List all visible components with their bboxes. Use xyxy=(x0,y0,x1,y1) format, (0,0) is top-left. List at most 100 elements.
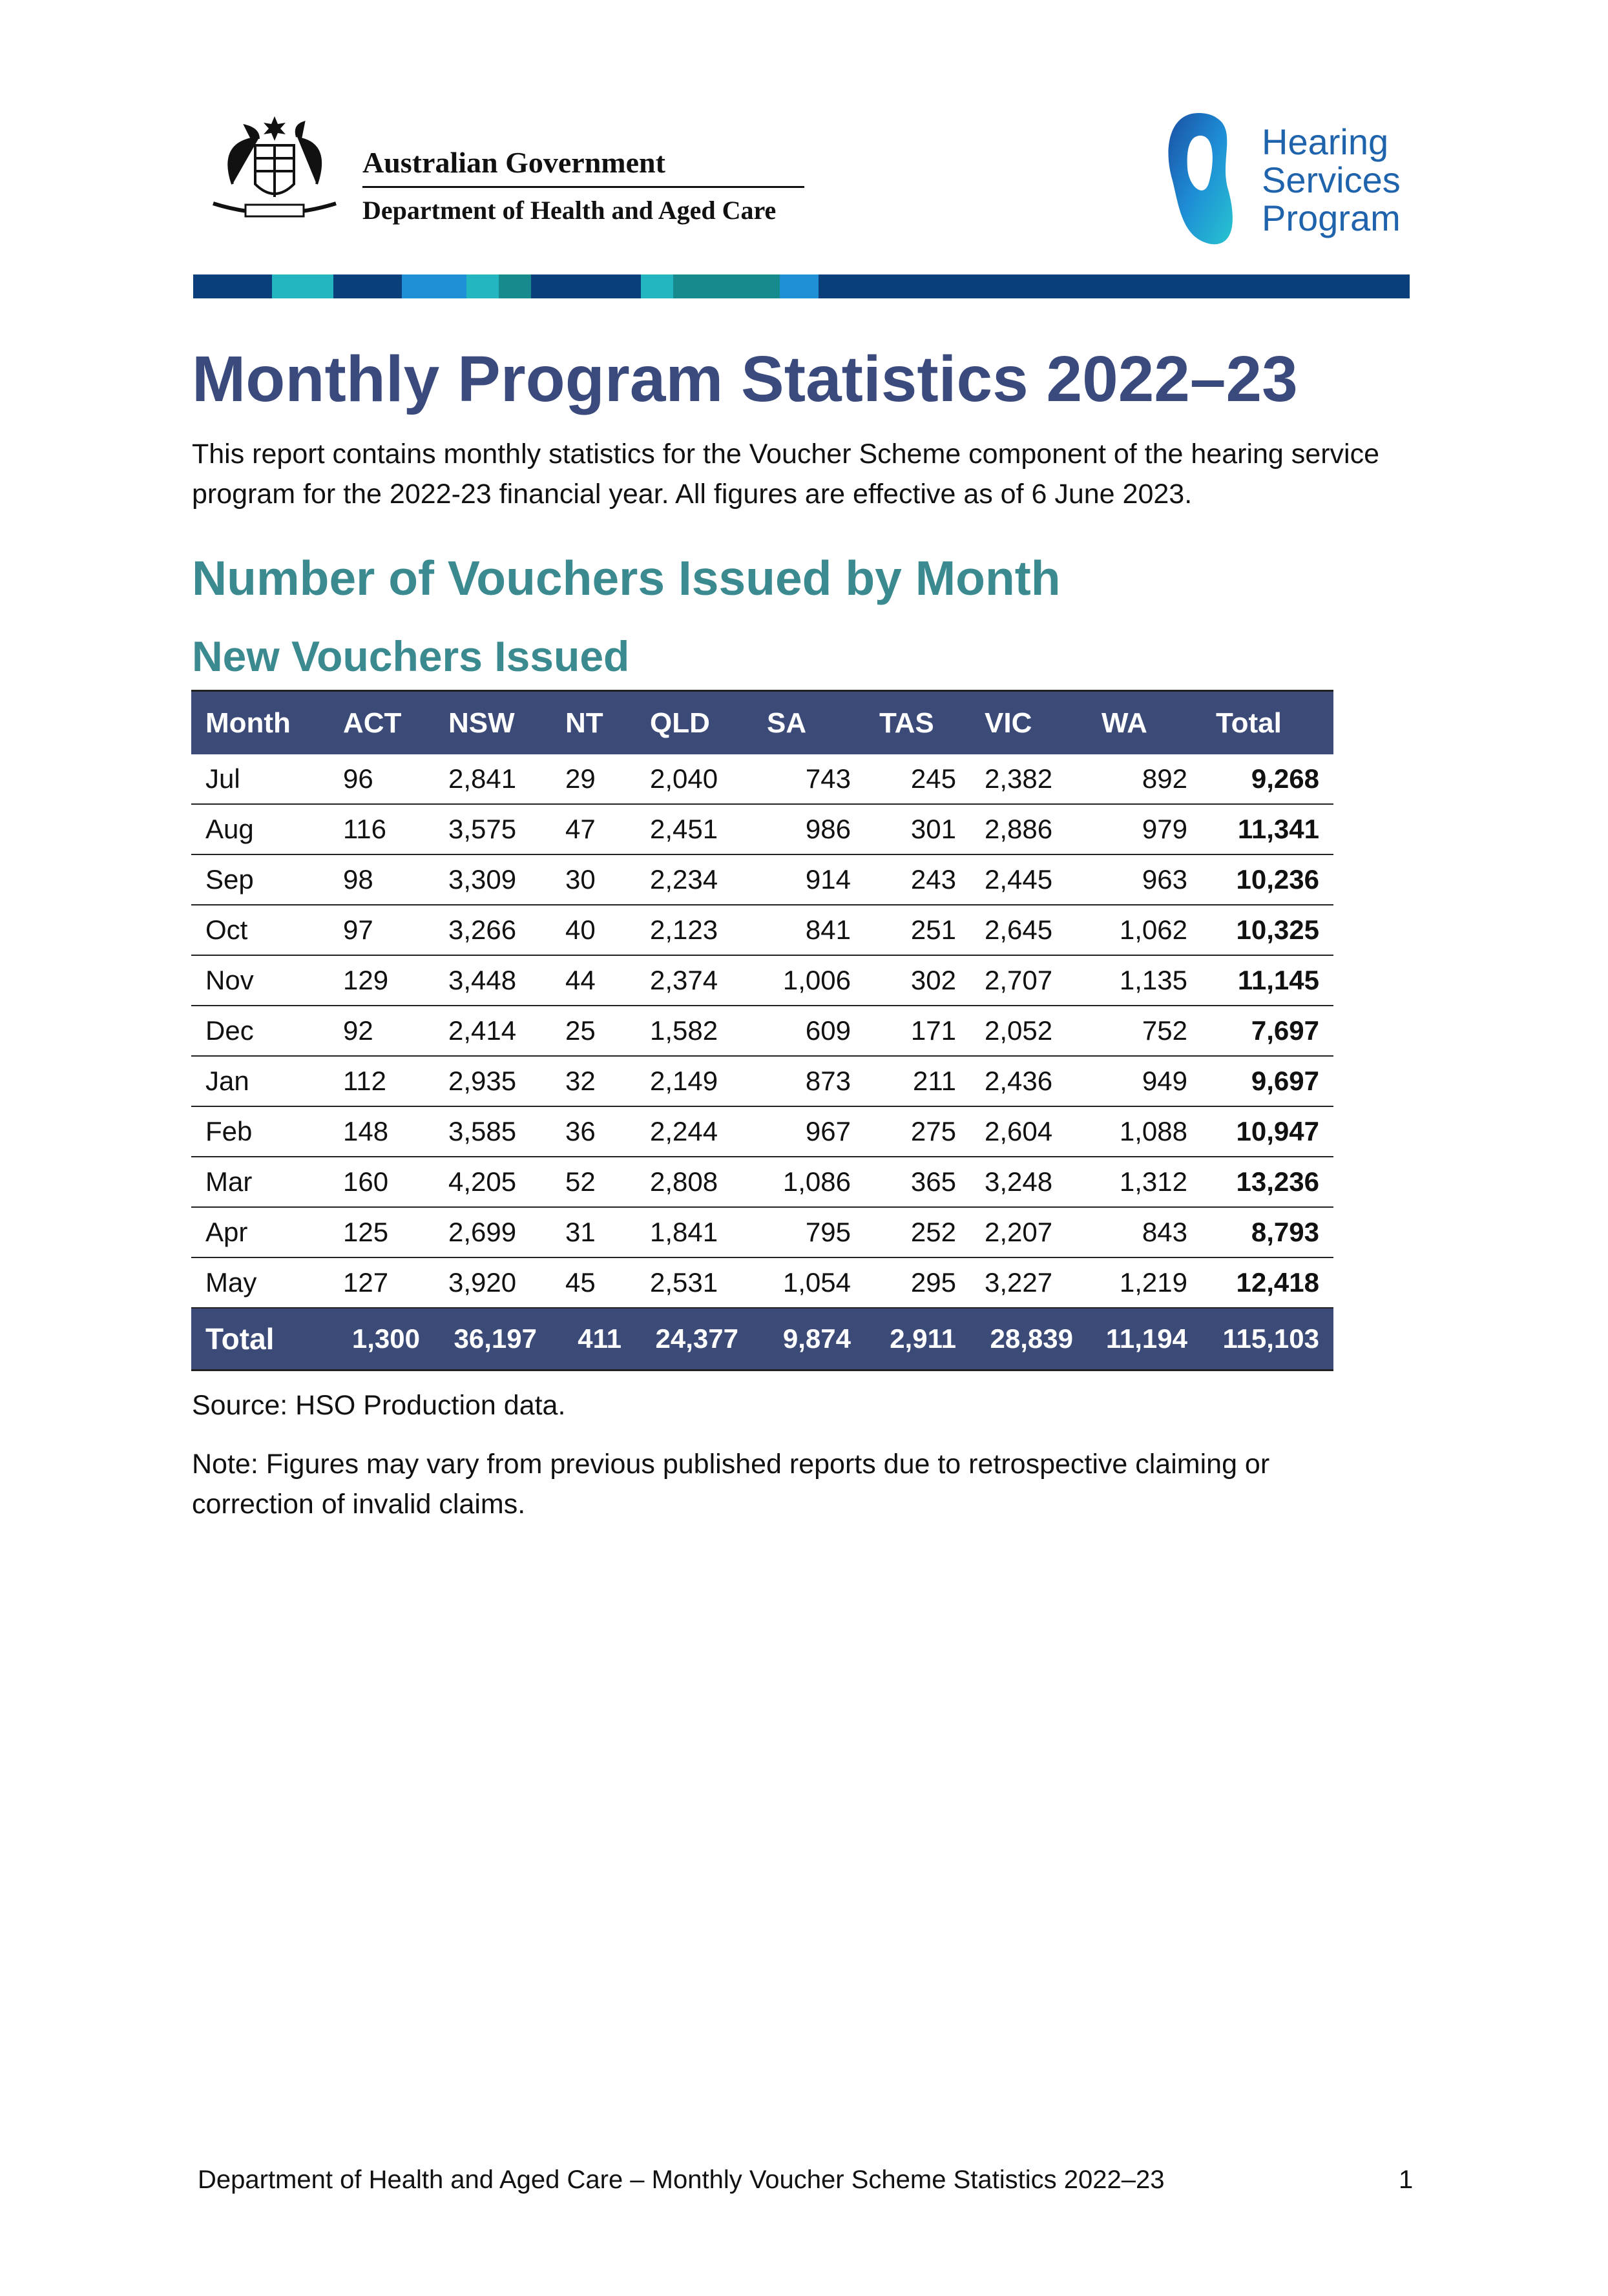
table-cell: 1,312 xyxy=(1087,1157,1202,1208)
hsp-logo-mark xyxy=(1168,113,1233,245)
table-cell: 2,207 xyxy=(970,1207,1087,1258)
table-cell: 1,582 xyxy=(636,1006,753,1057)
table-cell: 10,236 xyxy=(1202,854,1333,905)
table-cell: 2,436 xyxy=(970,1056,1087,1107)
table-cell: 967 xyxy=(753,1106,865,1157)
page-number: 1 xyxy=(1399,2166,1414,2194)
note-text: Note: Figures may vary from previous pub… xyxy=(192,1449,1270,1520)
table-cell: 2,645 xyxy=(970,905,1087,956)
vouchers-table: Month ACT NSW NT QLD SA TAS VIC WA Total Jul 96 2,8… xyxy=(191,690,1333,1371)
table-cell: 7,697 xyxy=(1202,1006,1333,1057)
table-cell: 795 xyxy=(753,1207,865,1258)
table-cell: 47 xyxy=(551,804,636,855)
month-cell: Jan xyxy=(191,1056,329,1107)
table-row: Feb 148 3,585 36 2,244 967 275 2,604 1,088 10,947 xyxy=(191,1106,1333,1157)
table-cell: 2,414 xyxy=(434,1006,551,1057)
table-row: Mar 160 4,205 52 2,808 1,086 365 3,248 1,312 13,2… xyxy=(191,1157,1333,1208)
intro-text: This report contains monthly statistics … xyxy=(192,439,1379,510)
table-cell: 3,575 xyxy=(434,804,551,855)
header-rule xyxy=(362,186,804,188)
table-cell: 29 xyxy=(551,754,636,805)
total-cell: 2,911 xyxy=(865,1308,970,1371)
table-cell: 245 xyxy=(865,754,970,805)
table-cell: 243 xyxy=(865,854,970,905)
table-cell: 52 xyxy=(551,1157,636,1208)
table-cell: 160 xyxy=(329,1157,434,1208)
table-cell: 1,088 xyxy=(1087,1106,1202,1157)
total-cell: 11,194 xyxy=(1087,1308,1202,1371)
table-cell: 13,236 xyxy=(1202,1157,1333,1208)
month-cell: May xyxy=(191,1257,329,1308)
table-heading: New Vouchers Issued xyxy=(192,632,630,680)
table-cell: 2,052 xyxy=(970,1006,1087,1057)
table-cell: 12,418 xyxy=(1202,1257,1333,1308)
table-cell: 11,145 xyxy=(1202,955,1333,1006)
table-header: Month ACT NSW NT QLD SA TAS VIC WA Total xyxy=(191,690,1333,754)
table-cell: 211 xyxy=(865,1056,970,1107)
total-cell: 1,300 xyxy=(329,1308,434,1371)
table-cell: 96 xyxy=(329,754,434,805)
color-bar xyxy=(193,274,1410,298)
month-cell: Mar xyxy=(191,1157,329,1208)
table-cell: 252 xyxy=(865,1207,970,1258)
table-cell: 9,697 xyxy=(1202,1056,1333,1107)
footer-text: Department of Health and Aged Care – Mon… xyxy=(198,2166,1165,2194)
table-cell: 2,531 xyxy=(636,1257,753,1308)
table-cell: 2,382 xyxy=(970,754,1087,805)
table-cell: 301 xyxy=(865,804,970,855)
table-cell: 2,374 xyxy=(636,955,753,1006)
table-cell: 44 xyxy=(551,955,636,1006)
table-cell: 116 xyxy=(329,804,434,855)
table-cell: 2,149 xyxy=(636,1056,753,1107)
table-cell: 609 xyxy=(753,1006,865,1057)
table-cell: 2,445 xyxy=(970,854,1087,905)
table-cell: 1,135 xyxy=(1087,955,1202,1006)
table-cell: 2,244 xyxy=(636,1106,753,1157)
table-cell: 3,227 xyxy=(970,1257,1087,1308)
table-row: May 127 3,920 45 2,531 1,054 295 3,227 1,219 12,4… xyxy=(191,1257,1333,1308)
column-header: QLD xyxy=(636,690,753,754)
total-cell: 36,197 xyxy=(434,1308,551,1371)
table-cell: 843 xyxy=(1087,1207,1202,1258)
table-cell: 3,248 xyxy=(970,1157,1087,1208)
month-cell: Sep xyxy=(191,854,329,905)
table-row: Jul 96 2,841 29 2,040 743 245 2,382 892 9,268 xyxy=(191,754,1333,805)
table-cell: 2,808 xyxy=(636,1157,753,1208)
table-cell: 841 xyxy=(753,905,865,956)
table-cell: 2,841 xyxy=(434,754,551,805)
table-cell: 10,325 xyxy=(1202,905,1333,956)
table-cell: 3,585 xyxy=(434,1106,551,1157)
table-cell: 873 xyxy=(753,1056,865,1107)
logo-text: Hearing xyxy=(1262,121,1389,162)
column-header: NT xyxy=(551,690,636,754)
table-row: Nov 129 3,448 44 2,374 1,006 302 2,707 1,135 11,1… xyxy=(191,955,1333,1006)
table-cell: 986 xyxy=(753,804,865,855)
table-cell: 251 xyxy=(865,905,970,956)
table-cell: 36 xyxy=(551,1106,636,1157)
table-cell: 98 xyxy=(329,854,434,905)
column-header: TAS xyxy=(865,690,970,754)
table-cell: 2,123 xyxy=(636,905,753,956)
table-cell: 125 xyxy=(329,1207,434,1258)
table-cell: 3,266 xyxy=(434,905,551,956)
table-cell: 11,341 xyxy=(1202,804,1333,855)
table-cell: 129 xyxy=(329,955,434,1006)
total-cell: 9,874 xyxy=(753,1308,865,1371)
table-footer: Total 1,300 36,197 411 24,377 9,874 2,911 28,83… xyxy=(191,1308,1333,1371)
table-cell: 127 xyxy=(329,1257,434,1308)
table-cell: 92 xyxy=(329,1006,434,1057)
table-cell: 25 xyxy=(551,1006,636,1057)
table-row: Aug 116 3,575 47 2,451 986 301 2,886 979 11,341 xyxy=(191,804,1333,855)
table-cell: 2,699 xyxy=(434,1207,551,1258)
table-cell: 45 xyxy=(551,1257,636,1308)
table-cell: 295 xyxy=(865,1257,970,1308)
section-heading: Number of Vouchers Issued by Month xyxy=(192,551,1061,605)
table-cell: 2,234 xyxy=(636,854,753,905)
government-name: Australian Government xyxy=(362,146,665,179)
total-cell: 24,377 xyxy=(636,1308,753,1371)
table-row: Dec 92 2,414 25 1,582 609 171 2,052 752 7,697 xyxy=(191,1006,1333,1057)
table-cell: 1,062 xyxy=(1087,905,1202,956)
table-cell: 2,935 xyxy=(434,1056,551,1107)
table-cell: 2,040 xyxy=(636,754,753,805)
